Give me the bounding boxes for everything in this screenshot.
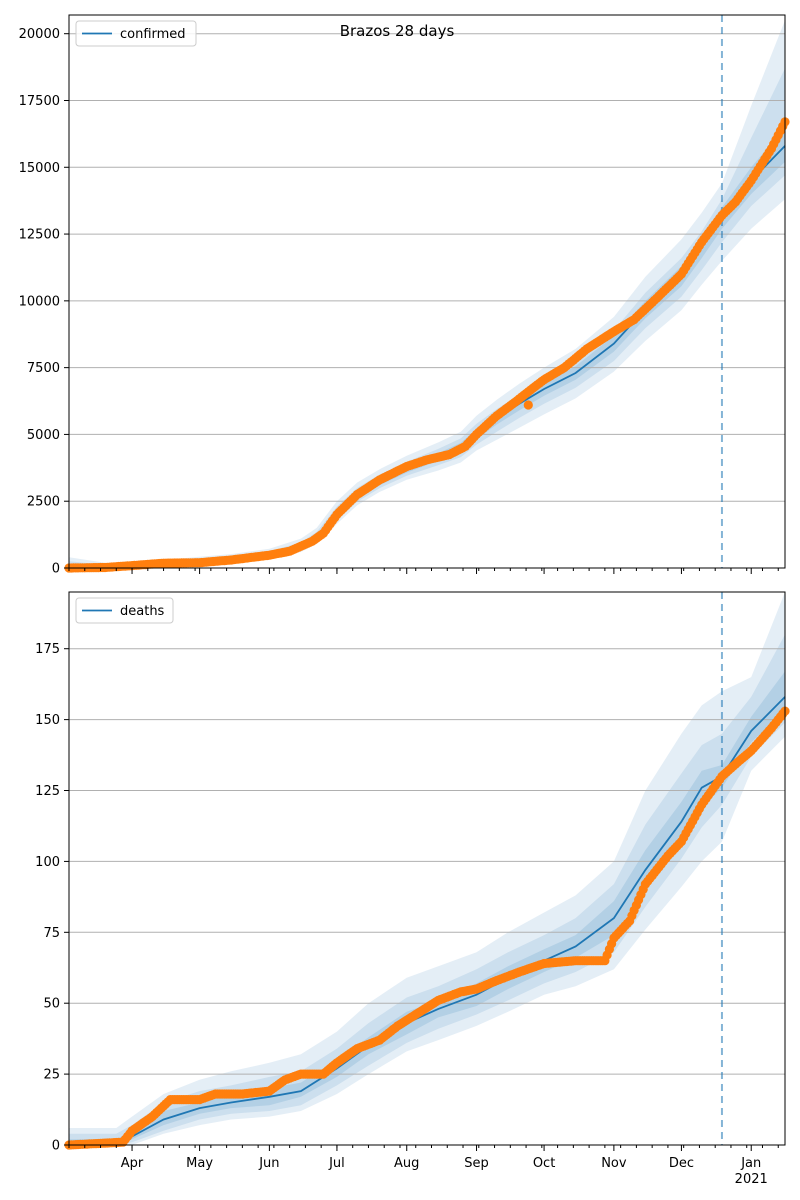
y-tick-label: 5000 <box>27 428 60 443</box>
x-tick-label: Jun <box>258 1156 279 1171</box>
y-tick-label: 50 <box>43 997 60 1012</box>
y-tick-label: 20000 <box>19 27 60 42</box>
y-tick-label: 12500 <box>19 228 60 243</box>
y-tick-label: 100 <box>35 855 60 870</box>
legend-label: deaths <box>120 604 165 619</box>
x-tick-label: Nov <box>601 1156 627 1171</box>
confirmed-panel: 0 2500 5000 7500 10000 12500 15000 17500 20000 c… <box>19 14 790 577</box>
x-tick-label: Oct <box>533 1156 555 1171</box>
x-tick-label: Sep <box>464 1156 489 1171</box>
confirmed-y-axis: 0 2500 5000 7500 10000 12500 15000 17500 20000 <box>19 27 69 577</box>
x-tick-label: Jul <box>328 1156 345 1171</box>
y-tick-label: 25 <box>43 1068 60 1083</box>
x-tick-label: Jan <box>740 1156 761 1171</box>
deaths-series <box>69 696 786 1146</box>
y-tick-label: 7500 <box>27 361 60 376</box>
deaths-y-axis: 0 25 50 75 100 125 150 175 <box>35 642 69 1154</box>
observed-point <box>523 400 533 410</box>
confirmed-x-axis <box>68 568 779 574</box>
legend-label: confirmed <box>120 27 186 42</box>
y-tick-label: 125 <box>35 784 60 799</box>
deaths-axes-frame <box>68 591 786 1146</box>
axes-frame <box>68 14 786 569</box>
confirmed-legend: confirmed <box>75 20 197 47</box>
band-outer <box>69 592 785 1145</box>
x-tick-label: Dec <box>669 1156 694 1171</box>
y-tick-label: 17500 <box>19 94 60 109</box>
x-tick-label: Aug <box>394 1156 419 1171</box>
y-tick-label: 0 <box>52 562 60 577</box>
x-tick-label: Apr <box>121 1156 144 1171</box>
y-tick-label: 0 <box>52 1139 60 1154</box>
x-year-label: 2021 <box>735 1172 768 1187</box>
confirmed-axes-frame <box>68 14 786 569</box>
deaths-observed-points <box>64 706 790 1150</box>
x-tick-label: May <box>186 1156 213 1171</box>
confirmed-observed-points <box>64 117 790 573</box>
y-tick-label: 10000 <box>19 294 60 309</box>
axes-frame <box>68 591 786 1146</box>
deaths-line <box>69 696 786 1146</box>
legend-box <box>75 597 174 624</box>
y-tick-label: 75 <box>43 926 60 941</box>
deaths-legend: deaths <box>75 597 174 624</box>
y-tick-label: 2500 <box>27 495 60 510</box>
legend-box <box>75 20 197 47</box>
y-tick-label: 15000 <box>19 161 60 176</box>
y-tick-label: 175 <box>35 642 60 657</box>
y-tick-label: 150 <box>35 713 60 728</box>
figure-title: Brazos 28 days <box>340 22 455 40</box>
